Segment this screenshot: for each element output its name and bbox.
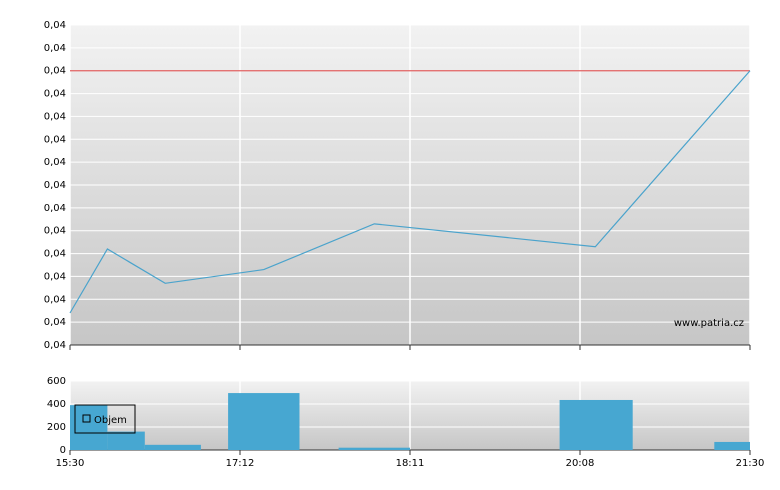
price-line bbox=[69, 70, 751, 314]
y-tick-label: 0,04 bbox=[44, 66, 66, 77]
volume-bar bbox=[228, 393, 300, 450]
volume-bar bbox=[559, 399, 633, 450]
x-tick-label: 17:12 bbox=[226, 458, 255, 469]
y-tick-label: 0,04 bbox=[44, 317, 66, 328]
y-tick-label: 600 bbox=[47, 376, 66, 387]
legend-label: Objem bbox=[94, 415, 127, 426]
y-tick-label: 400 bbox=[47, 399, 66, 410]
y-tick-label: 0,04 bbox=[44, 271, 66, 282]
volume-bar bbox=[144, 444, 201, 450]
y-tick-label: 0,04 bbox=[44, 111, 66, 122]
volume-bar bbox=[338, 447, 410, 450]
y-tick-label: 0,04 bbox=[44, 203, 66, 214]
x-tick-label: 20:08 bbox=[566, 458, 595, 469]
x-tick-label: 18:11 bbox=[396, 458, 425, 469]
y-tick-label: 0,04 bbox=[44, 134, 66, 145]
x-tick-label: 21:30 bbox=[736, 458, 765, 469]
legend-box bbox=[74, 404, 136, 434]
legend-swatch bbox=[82, 414, 91, 423]
watermark: www.patria.cz bbox=[674, 318, 744, 329]
y-tick-label: 0,04 bbox=[44, 294, 66, 305]
y-tick-label: 0 bbox=[60, 445, 66, 456]
y-tick-label: 0,04 bbox=[44, 157, 66, 168]
volume-bar bbox=[714, 441, 750, 450]
y-tick-label: 0,04 bbox=[44, 340, 66, 351]
y-tick-label: 0,04 bbox=[44, 180, 66, 191]
volume-bar bbox=[70, 405, 108, 450]
y-tick-label: 0,04 bbox=[44, 249, 66, 260]
x-tick-label: 15:30 bbox=[56, 458, 85, 469]
y-tick-label: 0,04 bbox=[44, 89, 66, 100]
y-tick-label: 0,04 bbox=[44, 226, 66, 237]
y-tick-label: 200 bbox=[47, 422, 66, 433]
y-tick-label: 0,04 bbox=[44, 20, 66, 31]
y-tick-label: 0,04 bbox=[44, 43, 66, 54]
volume-bar bbox=[107, 431, 145, 450]
